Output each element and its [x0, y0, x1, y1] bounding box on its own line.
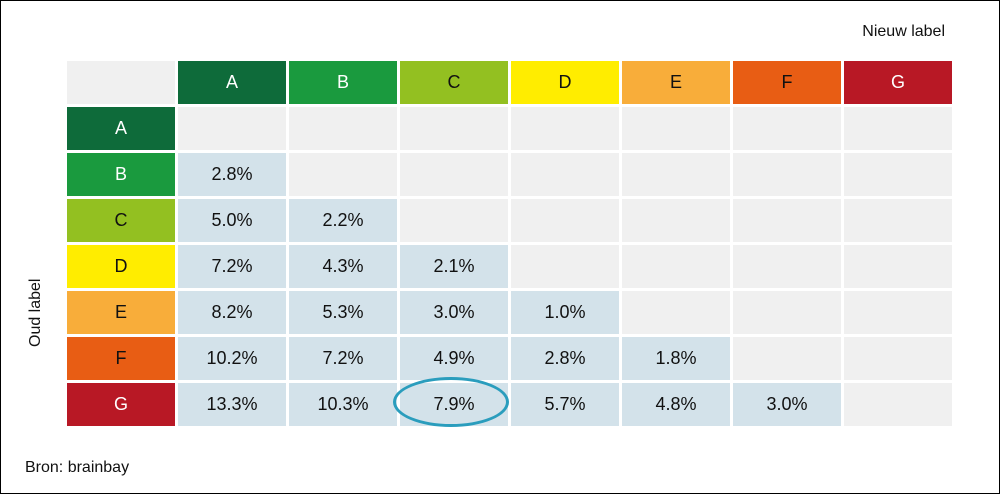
row-axis-label: Oud label [27, 278, 44, 348]
transition-matrix: A B C D E F G A B 2.8% C 5.0% 2.2% D 7.2% 4.3% 2.1% E 8.2%… [64, 58, 955, 429]
empty-cell [400, 107, 508, 150]
data-cell-d-c: 2.1% [400, 245, 508, 288]
data-cell-g-e: 4.8% [622, 383, 730, 426]
data-cell-f-e: 1.8% [622, 337, 730, 380]
empty-cell [511, 153, 619, 196]
empty-cell [844, 245, 952, 288]
row-label-c: C [67, 199, 175, 242]
empty-cell [844, 107, 952, 150]
matrix-row-a: A [67, 107, 952, 150]
empty-cell [844, 199, 952, 242]
row-label-d: D [67, 245, 175, 288]
data-cell-e-c: 3.0% [400, 291, 508, 334]
data-cell-g-b: 10.3% [289, 383, 397, 426]
data-cell-f-a: 10.2% [178, 337, 286, 380]
empty-cell [844, 337, 952, 380]
data-cell-e-d: 1.0% [511, 291, 619, 334]
empty-cell [622, 107, 730, 150]
row-label-a: A [67, 107, 175, 150]
empty-cell [844, 153, 952, 196]
empty-cell [289, 153, 397, 196]
empty-cell [622, 245, 730, 288]
matrix-row-f: F 10.2% 7.2% 4.9% 2.8% 1.8% [67, 337, 952, 380]
empty-cell [733, 337, 841, 380]
data-cell-g-c: 7.9% [393, 377, 509, 427]
empty-cell [622, 153, 730, 196]
empty-cell [400, 153, 508, 196]
empty-cell [511, 199, 619, 242]
column-label-g: G [844, 61, 952, 104]
empty-cell [178, 107, 286, 150]
column-axis-label: Nieuw label [862, 23, 945, 40]
empty-cell [622, 291, 730, 334]
data-cell-f-c: 4.9% [400, 337, 508, 380]
empty-cell [844, 291, 952, 334]
data-cell-f-b: 7.2% [289, 337, 397, 380]
row-label-b: B [67, 153, 175, 196]
row-label-g: G [67, 383, 175, 426]
empty-cell [289, 107, 397, 150]
empty-cell [733, 199, 841, 242]
row-label-e: E [67, 291, 175, 334]
matrix-row-d: D 7.2% 4.3% 2.1% [67, 245, 952, 288]
column-label-e: E [622, 61, 730, 104]
data-cell-g-f: 3.0% [733, 383, 841, 426]
data-cell-g-a: 13.3% [178, 383, 286, 426]
column-label-b: B [289, 61, 397, 104]
data-cell-d-a: 7.2% [178, 245, 286, 288]
empty-cell [733, 107, 841, 150]
empty-cell [844, 383, 952, 426]
matrix-row-c: C 5.0% 2.2% [67, 199, 952, 242]
data-cell-e-b: 5.3% [289, 291, 397, 334]
empty-cell [511, 245, 619, 288]
source-note: Bron: brainbay [25, 459, 130, 476]
data-cell-f-d: 2.8% [511, 337, 619, 380]
data-cell-g-d: 5.7% [511, 383, 619, 426]
data-cell-e-a: 8.2% [178, 291, 286, 334]
matrix-row-e: E 8.2% 5.3% 3.0% 1.0% [67, 291, 952, 334]
empty-cell [733, 245, 841, 288]
empty-cell [733, 153, 841, 196]
data-cell-c-b: 2.2% [289, 199, 397, 242]
data-cell-c-a: 5.0% [178, 199, 286, 242]
row-label-f: F [67, 337, 175, 380]
empty-cell [400, 199, 508, 242]
column-label-c: C [400, 61, 508, 104]
empty-cell [511, 107, 619, 150]
empty-cell [733, 291, 841, 334]
corner-cell [67, 61, 175, 104]
empty-cell [622, 199, 730, 242]
data-cell-d-b: 4.3% [289, 245, 397, 288]
column-label-f: F [733, 61, 841, 104]
highlight-circle [393, 377, 509, 427]
column-label-a: A [178, 61, 286, 104]
matrix-row-b: B 2.8% [67, 153, 952, 196]
matrix-row-g: G 13.3% 10.3% 7.9% 5.7% 4.8% 3.0% [67, 377, 952, 427]
data-cell-b-a: 2.8% [178, 153, 286, 196]
column-label-d: D [511, 61, 619, 104]
